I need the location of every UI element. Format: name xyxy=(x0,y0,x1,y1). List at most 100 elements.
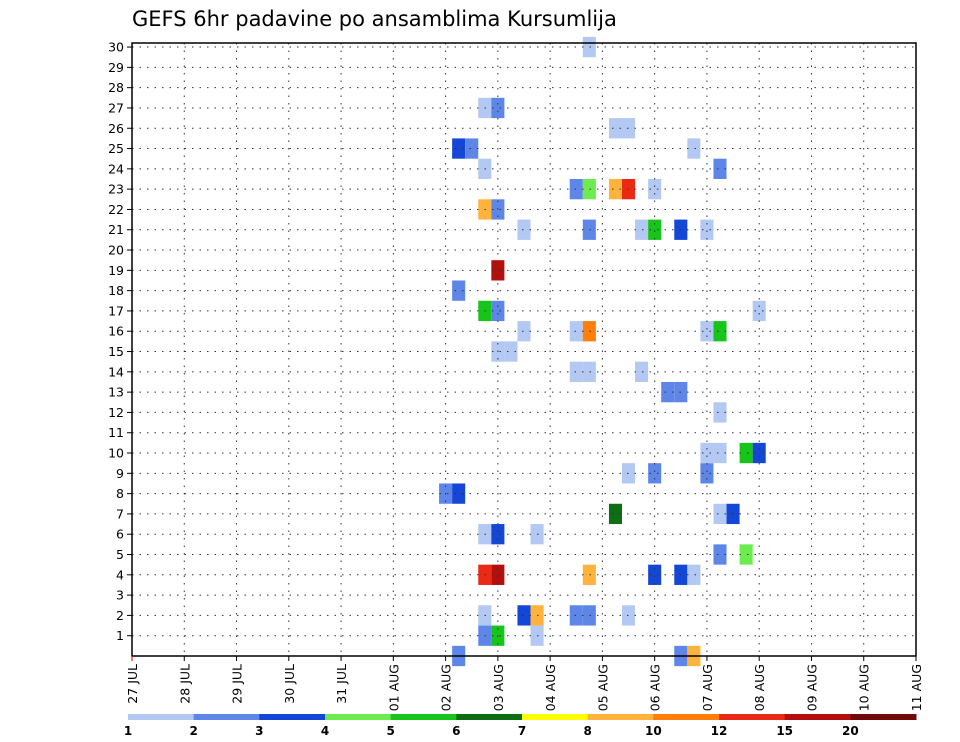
y-tick-label: 24 xyxy=(108,161,124,176)
precip-cell xyxy=(608,118,622,139)
precip-cell xyxy=(713,402,727,423)
colorbar-swatch xyxy=(653,714,720,720)
y-tick-label: 21 xyxy=(108,222,124,237)
y-tick-label: 16 xyxy=(108,324,124,339)
colorbar-label: 1 xyxy=(124,724,132,738)
precip-cell xyxy=(648,463,662,484)
precip-cell xyxy=(452,483,466,504)
y-tick-label: 30 xyxy=(108,40,124,55)
colorbar-label: 4 xyxy=(321,724,329,738)
precip-cell xyxy=(569,605,583,626)
y-tick-label: 6 xyxy=(116,527,124,542)
precip-cell xyxy=(582,605,596,626)
colorbar-swatch xyxy=(325,714,392,720)
precip-cell xyxy=(582,564,596,585)
y-tick-label: 3 xyxy=(116,588,124,603)
precip-cell xyxy=(622,463,636,484)
x-tick-label: 28 JUL xyxy=(177,664,192,704)
colorbar-label: 3 xyxy=(255,724,263,738)
precip-cell xyxy=(648,564,662,585)
precip-cell xyxy=(713,321,727,342)
y-axis: 1234567891011121314151617181920212223242… xyxy=(108,40,132,643)
precip-cell xyxy=(635,361,649,382)
x-tick-label: 11 AUG xyxy=(909,664,924,711)
y-tick-label: 19 xyxy=(108,263,124,278)
precip-cell xyxy=(491,260,505,281)
precip-cell xyxy=(713,503,727,525)
x-tick-label: 27 JUL xyxy=(125,664,140,704)
precip-cell xyxy=(635,219,649,240)
y-tick-label: 20 xyxy=(108,243,124,258)
colorbar-swatch xyxy=(390,714,457,720)
precip-cell xyxy=(569,178,583,200)
colorbar-swatch xyxy=(128,714,195,720)
colorbar-swatch xyxy=(456,714,523,720)
precip-cell xyxy=(582,361,596,382)
colorbar-swatch xyxy=(587,714,654,720)
precip-cell xyxy=(582,36,596,58)
precip-cell xyxy=(661,381,675,403)
y-tick-label: 17 xyxy=(108,303,124,318)
precip-cell xyxy=(608,178,622,200)
precip-cell xyxy=(582,321,596,342)
y-tick-label: 22 xyxy=(108,202,124,217)
y-tick-label: 28 xyxy=(108,80,124,95)
y-tick-label: 10 xyxy=(108,446,124,461)
precip-cell xyxy=(504,341,518,362)
x-tick-label: 01 AUG xyxy=(386,664,401,711)
precip-cell xyxy=(713,544,727,565)
y-tick-label: 14 xyxy=(108,364,124,379)
x-tick-label: 05 AUG xyxy=(595,664,610,711)
precip-cell xyxy=(517,605,531,626)
x-tick-label: 08 AUG xyxy=(752,664,767,711)
colorbar-swatch xyxy=(193,714,260,720)
y-tick-label: 4 xyxy=(116,567,124,582)
precip-cell xyxy=(608,503,622,525)
precip-cell xyxy=(739,544,753,565)
y-tick-label: 18 xyxy=(108,283,124,298)
y-tick-label: 5 xyxy=(116,547,124,562)
y-tick-label: 8 xyxy=(116,486,124,501)
precip-cell xyxy=(700,442,714,464)
precip-cell xyxy=(491,524,505,545)
colorbar-swatch xyxy=(784,714,851,720)
precip-cell xyxy=(622,178,636,200)
colorbar-swatch xyxy=(522,714,589,720)
precip-cell xyxy=(713,158,727,179)
precip-cell xyxy=(517,321,531,342)
precip-cell xyxy=(687,564,701,585)
y-tick-label: 26 xyxy=(108,121,124,136)
x-tick-label: 02 AUG xyxy=(439,664,454,711)
colorbar-label: 10 xyxy=(645,724,662,738)
precip-cell xyxy=(517,219,531,240)
colorbar-swatch xyxy=(719,714,786,720)
y-tick-label: 1 xyxy=(116,628,124,643)
x-tick-label: 06 AUG xyxy=(648,664,663,711)
precip-cell xyxy=(752,300,766,322)
colorbar-label: 8 xyxy=(583,724,591,738)
precip-cell xyxy=(700,463,714,484)
plot-frame xyxy=(131,42,917,657)
precip-cell xyxy=(739,442,753,464)
chart-title: GEFS 6hr padavine po ansamblima Kursumli… xyxy=(132,7,617,31)
ensemble-cells xyxy=(439,36,766,667)
precip-cell xyxy=(622,118,636,139)
x-tick-label: 10 AUG xyxy=(857,664,872,711)
y-tick-label: 29 xyxy=(108,60,124,75)
precip-cell xyxy=(569,321,583,342)
x-tick-label: 03 AUG xyxy=(491,664,506,711)
colorbar-label: 7 xyxy=(518,724,526,738)
colorbar-label: 20 xyxy=(842,724,859,738)
precip-cell xyxy=(569,361,583,382)
precip-cell xyxy=(700,219,714,240)
colorbar-swatch xyxy=(259,714,326,720)
precip-cell xyxy=(582,178,596,200)
y-tick-label: 11 xyxy=(108,425,124,440)
colorbar-label: 12 xyxy=(711,724,728,738)
precip-cell xyxy=(491,97,505,119)
y-tick-label: 13 xyxy=(108,385,124,400)
x-tick-label: 09 AUG xyxy=(804,664,819,711)
precip-cell xyxy=(648,219,662,240)
precip-cell xyxy=(491,300,505,322)
precip-cell xyxy=(752,442,766,464)
